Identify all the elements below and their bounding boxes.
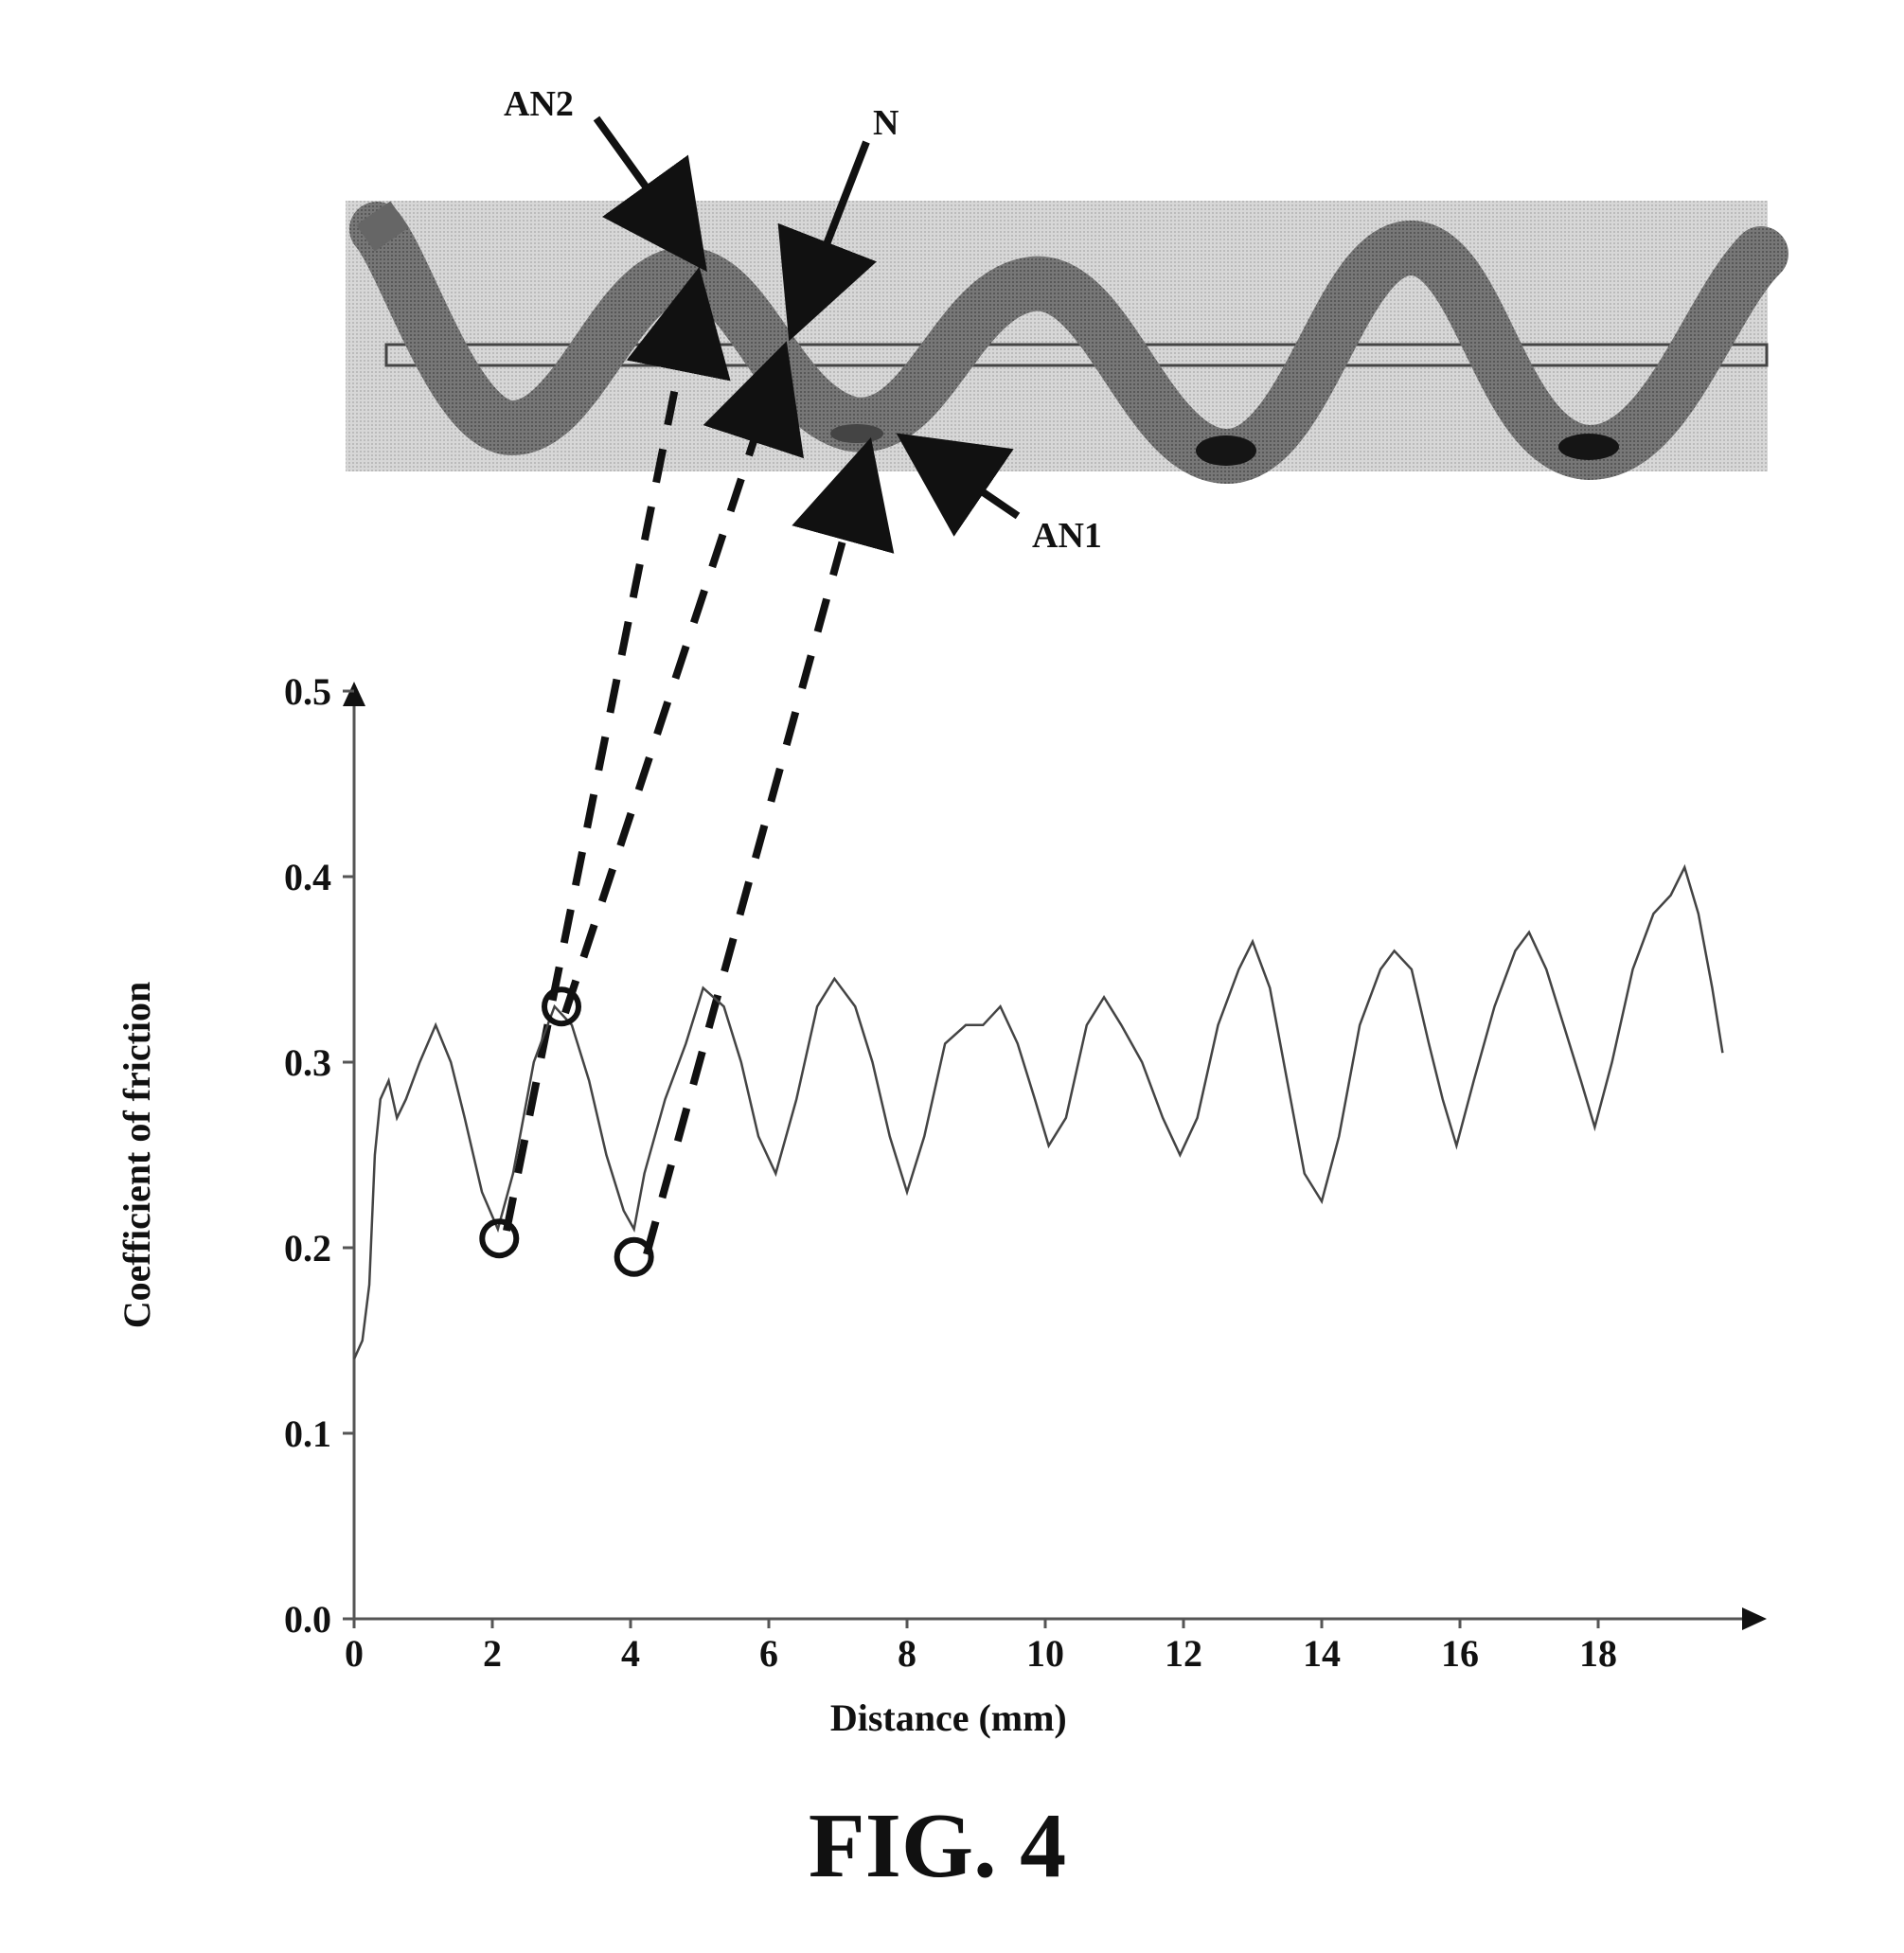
- highlighted-points: [479, 986, 654, 1277]
- highlight-point-1: [479, 1218, 520, 1259]
- x-tick-label-18: 18: [1579, 1632, 1617, 1675]
- callout-an1-label: AN1: [1032, 516, 1102, 556]
- y-tick-label-0.3: 0.3: [284, 1041, 331, 1084]
- wave-texture: [349, 202, 1788, 484]
- arrow-n: [777, 140, 878, 342]
- y-tick-label-0.5: 0.5: [284, 670, 331, 713]
- x-axis-label: Distance (mm): [830, 1696, 1067, 1739]
- dashed-connector-1: [503, 266, 731, 1232]
- x-axis-arrow-icon: [1742, 1607, 1767, 1630]
- surface-texture-image: [346, 201, 1788, 484]
- x-tick-label-4: 4: [621, 1632, 640, 1675]
- arrow-an1: [896, 433, 1021, 537]
- arrow-an2: [593, 115, 707, 273]
- friction-series-line: [352, 863, 1724, 1360]
- callout-n-label: N: [873, 103, 899, 143]
- x-tick-label-2: 2: [483, 1632, 502, 1675]
- highlight-point-2: [542, 986, 581, 1027]
- highlight-point-3: [614, 1236, 654, 1277]
- x-tick-label-10: 10: [1026, 1632, 1064, 1675]
- x-tick-label-12: 12: [1165, 1632, 1202, 1675]
- callout-an2-label: AN2: [504, 84, 574, 124]
- x-tick-label-0: 0: [345, 1632, 364, 1675]
- y-axis-label: Coefficient of friction: [116, 982, 158, 1329]
- x-tick-label-6: 6: [759, 1632, 778, 1675]
- y-tick-label-0.4: 0.4: [284, 856, 331, 898]
- dashed-connector-3: [643, 436, 895, 1256]
- y-axis-arrow-icon: [343, 682, 365, 706]
- figure-caption: FIG. 4: [809, 1795, 1066, 1897]
- x-tick-label-16: 16: [1441, 1632, 1479, 1675]
- x-tick-label-8: 8: [898, 1632, 916, 1675]
- friction-chart: 0 2 4 6 8 10 12 14 16 18 0.0 0.1 0.2 0.3 0.4 0.5 Dista…: [116, 670, 1767, 1739]
- y-tick-label-0.1: 0.1: [284, 1412, 331, 1455]
- x-axis-ticks: 0 2 4 6 8 10 12 14 16 18: [345, 1619, 1617, 1675]
- y-axis-ticks: 0.0 0.1 0.2 0.3 0.4 0.5: [284, 670, 354, 1641]
- x-tick-label-14: 14: [1303, 1632, 1341, 1675]
- callout-layer: AN2 N AN1: [503, 84, 1102, 1256]
- y-tick-label-0.0: 0.0: [284, 1598, 331, 1641]
- y-tick-label-0.2: 0.2: [284, 1227, 331, 1269]
